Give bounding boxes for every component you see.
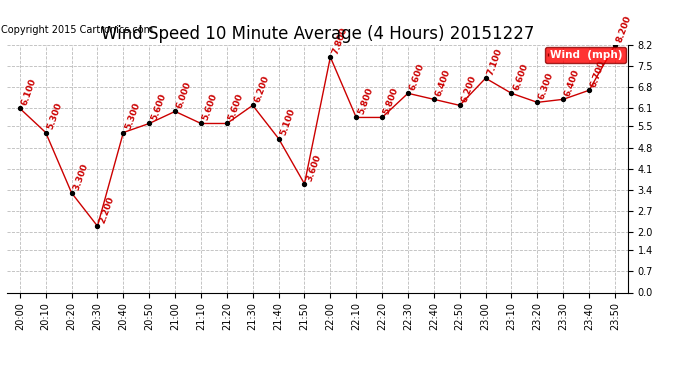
Point xyxy=(584,87,595,93)
Point xyxy=(428,96,440,102)
Title: Wind Speed 10 Minute Average (4 Hours) 20151227: Wind Speed 10 Minute Average (4 Hours) 2… xyxy=(101,26,534,44)
Point xyxy=(325,54,336,60)
Point xyxy=(144,120,155,126)
Text: 3.600: 3.600 xyxy=(304,153,322,182)
Point xyxy=(195,120,206,126)
Point xyxy=(273,136,284,142)
Text: 7.100: 7.100 xyxy=(486,47,504,77)
Point xyxy=(299,181,310,187)
Text: 2.200: 2.200 xyxy=(97,195,115,225)
Text: 6.600: 6.600 xyxy=(408,62,426,92)
Text: 6.700: 6.700 xyxy=(589,59,607,89)
Point xyxy=(532,99,543,105)
Text: 5.800: 5.800 xyxy=(356,86,374,116)
Text: 3.300: 3.300 xyxy=(72,162,90,191)
Text: 6.000: 6.000 xyxy=(175,81,193,110)
Text: 8.200: 8.200 xyxy=(615,14,633,44)
Text: 5.300: 5.300 xyxy=(124,102,141,131)
Point xyxy=(351,114,362,120)
Point xyxy=(247,102,258,108)
Point xyxy=(66,190,77,196)
Text: Copyright 2015 Cartronics.com: Copyright 2015 Cartronics.com xyxy=(1,25,152,35)
Point xyxy=(40,129,51,135)
Point xyxy=(221,120,233,126)
Point xyxy=(480,75,491,81)
Text: 6.600: 6.600 xyxy=(511,62,529,92)
Text: 6.300: 6.300 xyxy=(538,71,555,101)
Point xyxy=(92,223,103,229)
Point xyxy=(118,129,129,135)
Text: 6.200: 6.200 xyxy=(253,74,270,104)
Text: 5.600: 5.600 xyxy=(149,93,167,122)
Point xyxy=(609,42,620,48)
Point xyxy=(14,105,26,111)
Text: 5.300: 5.300 xyxy=(46,102,63,131)
Text: 6.100: 6.100 xyxy=(20,77,38,107)
Point xyxy=(558,96,569,102)
Text: 6.200: 6.200 xyxy=(460,74,477,104)
Point xyxy=(377,114,388,120)
Text: 7.800: 7.800 xyxy=(331,26,348,56)
Text: 6.400: 6.400 xyxy=(563,68,582,98)
Text: 5.800: 5.800 xyxy=(382,86,400,116)
Point xyxy=(454,102,465,108)
Point xyxy=(402,90,413,96)
Point xyxy=(506,90,517,96)
Point xyxy=(170,108,181,114)
Text: 6.400: 6.400 xyxy=(434,68,452,98)
Text: 5.600: 5.600 xyxy=(201,93,219,122)
Text: 5.100: 5.100 xyxy=(279,108,297,137)
Text: 5.600: 5.600 xyxy=(227,93,245,122)
Legend: Wind  (mph): Wind (mph) xyxy=(545,47,626,63)
